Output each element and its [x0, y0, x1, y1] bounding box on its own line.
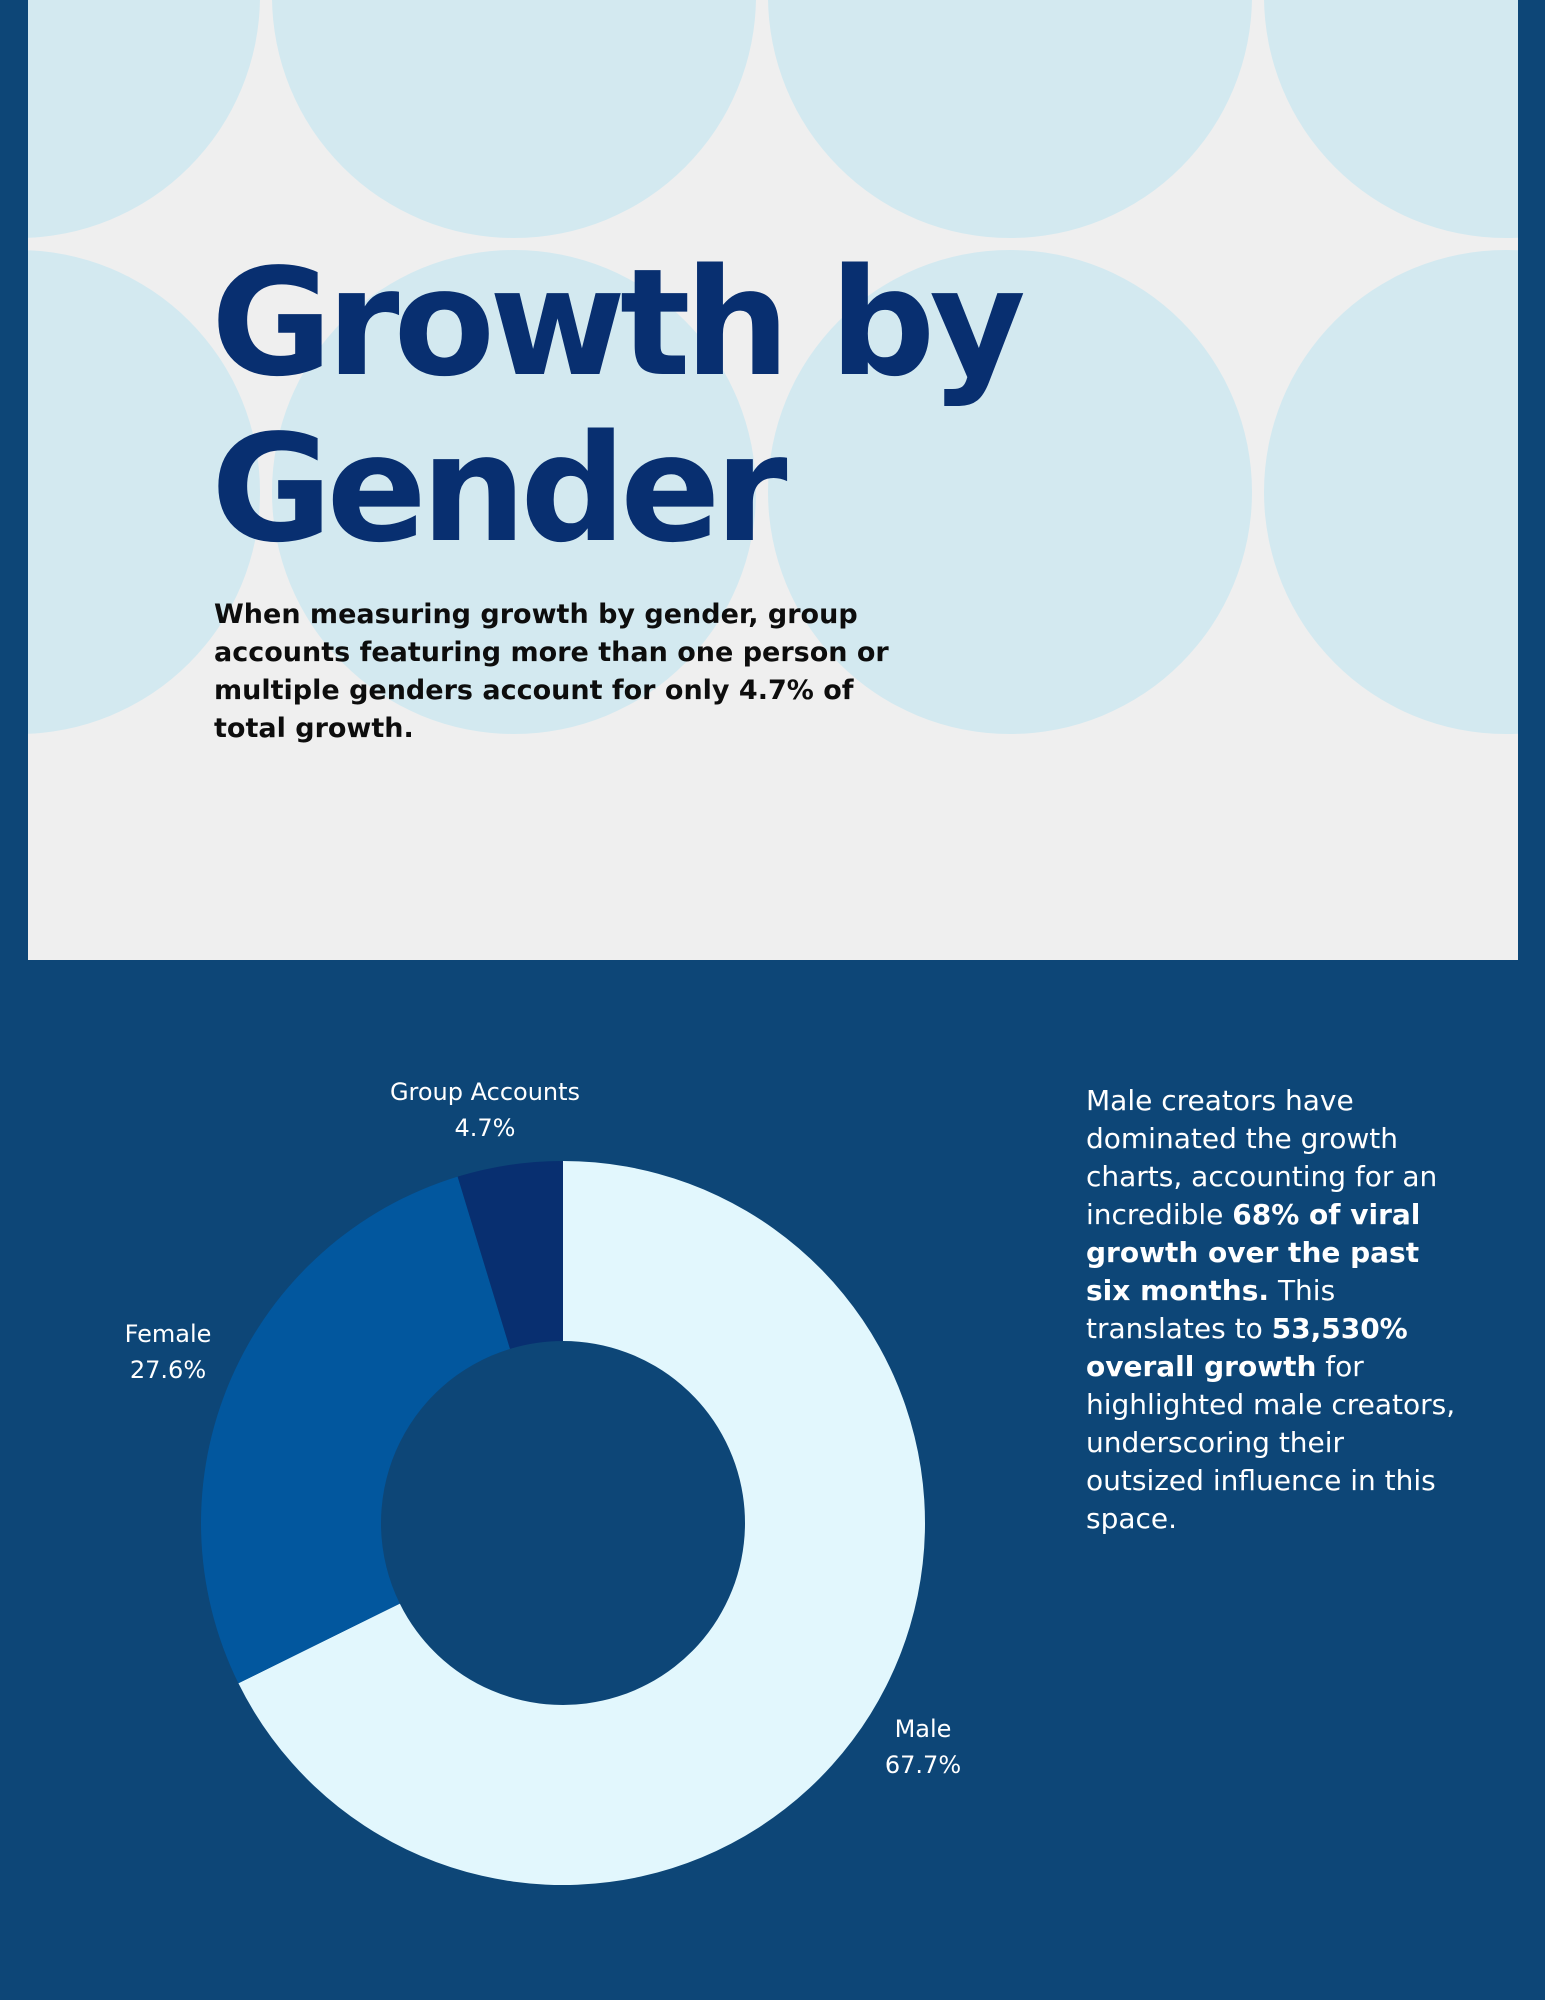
background-circle — [1264, 250, 1518, 734]
background-circle — [1264, 0, 1518, 238]
donut-slice-male — [238, 1161, 925, 1885]
male-growth-description: Male creators have dominated the growth … — [1086, 1082, 1466, 1538]
slice-label-female-value: 27.6% — [129, 1356, 207, 1384]
side-text-part-1: Male creators have dominated the growth … — [1086, 1084, 1438, 1231]
slice-label-female-name: Female — [124, 1320, 212, 1348]
background-circle — [768, 0, 1252, 238]
slice-label-male-name: Male — [894, 1715, 952, 1743]
background-circle — [28, 250, 260, 734]
slice-label-group-accounts-name: Group Accounts — [389, 1078, 581, 1106]
slice-label-group-accounts-value: 4.7% — [454, 1114, 516, 1142]
background-circle — [28, 0, 260, 238]
slice-label-female: Female 27.6% — [96, 1316, 240, 1388]
side-text-part-2: This translates to — [1086, 1274, 1336, 1345]
header-panel: Growth by Gender When measuring growth b… — [28, 0, 1518, 960]
slice-label-male: Male 67.7% — [858, 1711, 988, 1783]
background-circle — [272, 250, 756, 734]
page-title: Growth by Gender — [211, 237, 1026, 575]
page-title-line-1: Growth by — [211, 237, 1026, 409]
gender-donut-chart — [200, 1161, 925, 1885]
background-circle — [768, 250, 1252, 734]
background-circle — [272, 0, 756, 238]
side-text-bold-2: 53,530% overall growth — [1086, 1312, 1408, 1383]
slice-label-male-value: 67.7% — [884, 1751, 962, 1779]
slice-label-group-accounts: Group Accounts 4.7% — [380, 1074, 590, 1146]
page-title-line-2: Gender — [211, 403, 788, 575]
intro-paragraph: When measuring growth by gender, group a… — [214, 599, 889, 744]
background-circle-pattern — [28, 0, 1518, 734]
donut-slice-female — [200, 1176, 511, 1684]
side-text-part-3: for highlighted male creators, underscor… — [1086, 1350, 1456, 1535]
side-text-bold-1: 68% of viral growth over the past six mo… — [1086, 1198, 1421, 1307]
donut-slice-group-accounts — [457, 1161, 563, 1349]
